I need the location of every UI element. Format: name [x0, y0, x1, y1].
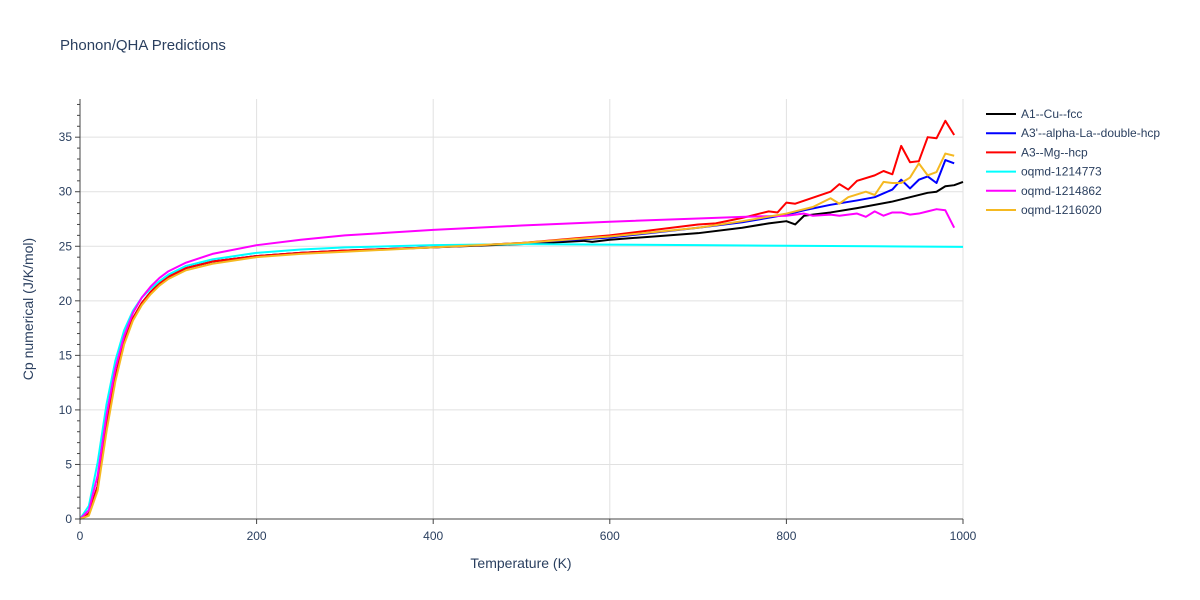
legend-label-4: oqmd-1214862 [1021, 184, 1102, 198]
gridlines [80, 99, 964, 519]
legend-label-3: oqmd-1214773 [1021, 165, 1102, 179]
x-tick-label: 400 [423, 529, 443, 543]
x-tick-label: 800 [776, 529, 796, 543]
axes: 0 200 400 600 800 1000 0 5 10 15 20 25 30 35 [59, 99, 977, 543]
legend-item-0[interactable]: A1--Cu--fcc [986, 107, 1082, 121]
legend[interactable]: A1--Cu--fcc A3'--alpha-La--double-hcp A3--… [986, 107, 1160, 217]
legend-label-2: A3--Mg--hcp [1021, 145, 1088, 159]
series-line-5 [79, 152, 955, 520]
x-tick-label: 600 [600, 529, 620, 543]
y-tick-label: 30 [59, 185, 73, 199]
y-tick-label: 25 [59, 239, 73, 253]
x-tick-label: 200 [247, 529, 267, 543]
y-tick-label: 35 [59, 130, 73, 144]
x-axis-title: Temperature (K) [470, 555, 571, 571]
y-axis-title: Cp numerical (J/K/mol) [20, 238, 36, 380]
legend-label-1: A3'--alpha-La--double-hcp [1021, 126, 1160, 140]
y-tick-label: 5 [65, 457, 72, 471]
series-line-0 [79, 180, 964, 520]
y-tick-label: 15 [59, 348, 73, 362]
legend-label-5: oqmd-1216020 [1021, 203, 1102, 217]
y-tick-label: 0 [65, 512, 72, 526]
x-tick-label: 1000 [950, 529, 977, 543]
series-line-2 [79, 119, 956, 520]
plot-area [79, 119, 964, 520]
chart-title: Phonon/QHA Predictions [60, 37, 226, 54]
x-tick-label: 0 [77, 529, 84, 543]
legend-item-1[interactable]: A3'--alpha-La--double-hcp [986, 126, 1160, 140]
y-tick-label: 10 [59, 403, 73, 417]
legend-item-2[interactable]: A3--Mg--hcp [986, 145, 1088, 159]
legend-item-4[interactable]: oqmd-1214862 [986, 184, 1102, 198]
legend-item-5[interactable]: oqmd-1216020 [986, 203, 1102, 217]
legend-item-3[interactable]: oqmd-1214773 [986, 165, 1102, 179]
y-tick-label: 20 [59, 294, 73, 308]
series-line-3 [79, 243, 964, 520]
series-line-4 [79, 208, 956, 520]
legend-label-0: A1--Cu--fcc [1021, 107, 1082, 121]
